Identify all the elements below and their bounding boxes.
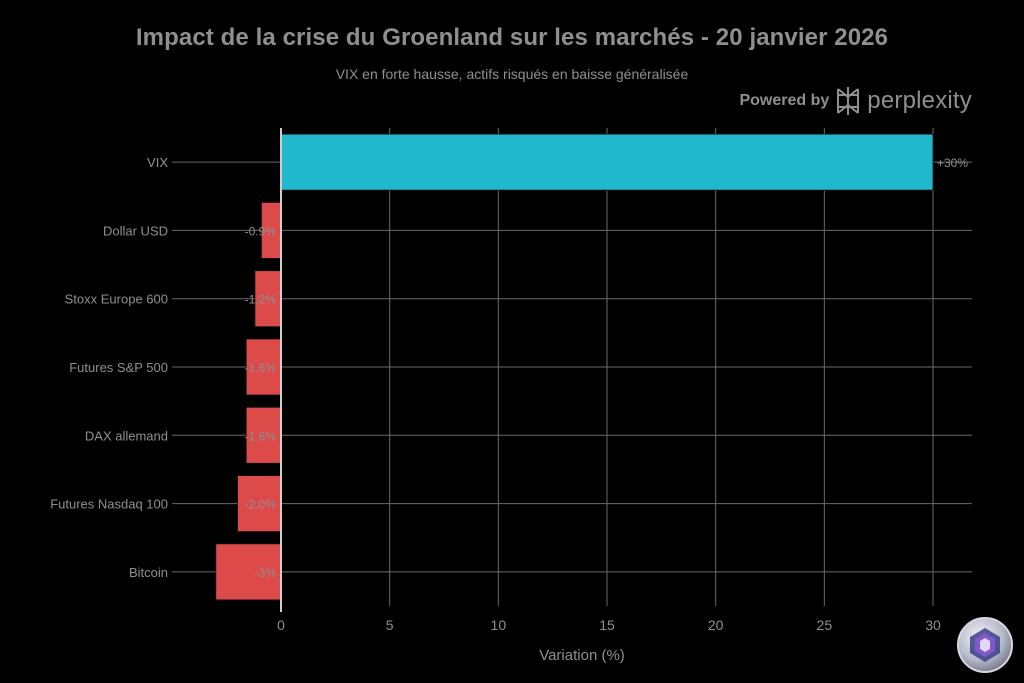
watermark-badge-icon <box>957 617 1013 673</box>
x-tick-label: 5 <box>386 617 394 633</box>
category-label: Stoxx Europe 600 <box>65 292 168 307</box>
x-tick-label: 25 <box>817 617 833 633</box>
category-label: DAX allemand <box>85 428 168 443</box>
value-label: -2.0% <box>245 498 277 512</box>
bar <box>280 133 934 191</box>
powered-by-label: Powered by <box>739 92 830 109</box>
value-label: -0.9% <box>245 224 277 238</box>
category-label: Futures Nasdaq 100 <box>50 497 168 512</box>
value-label: -1.2% <box>245 293 277 307</box>
x-tick-label: 30 <box>925 617 941 633</box>
x-tick-label: 20 <box>708 617 724 633</box>
value-label: -1.6% <box>245 429 277 443</box>
value-label: -3% <box>255 566 277 580</box>
x-axis-label: Variation (%) <box>539 647 625 664</box>
category-label: Bitcoin <box>129 565 168 580</box>
bar <box>237 475 282 532</box>
x-tick-label: 10 <box>491 617 507 633</box>
category-label: Dollar USD <box>103 223 168 238</box>
bar <box>245 338 282 396</box>
brand-name: perplexity <box>867 87 972 114</box>
chart-subtitle: VIX en forte hausse, actifs risqués en b… <box>335 66 689 82</box>
value-label: -1.6% <box>245 361 277 375</box>
bar <box>215 543 282 601</box>
powered-by-brand: Powered by perplexity <box>739 86 972 116</box>
x-tick-label: 0 <box>277 617 285 633</box>
category-label: VIX <box>147 155 168 170</box>
chart-title: Impact de la crise du Groenland sur les … <box>135 24 889 51</box>
value-label: +30% <box>937 156 968 170</box>
x-tick-label: 15 <box>599 617 615 633</box>
bar <box>254 270 282 328</box>
category-label: Futures S&P 500 <box>69 360 168 375</box>
perplexity-logo-icon <box>837 87 860 115</box>
